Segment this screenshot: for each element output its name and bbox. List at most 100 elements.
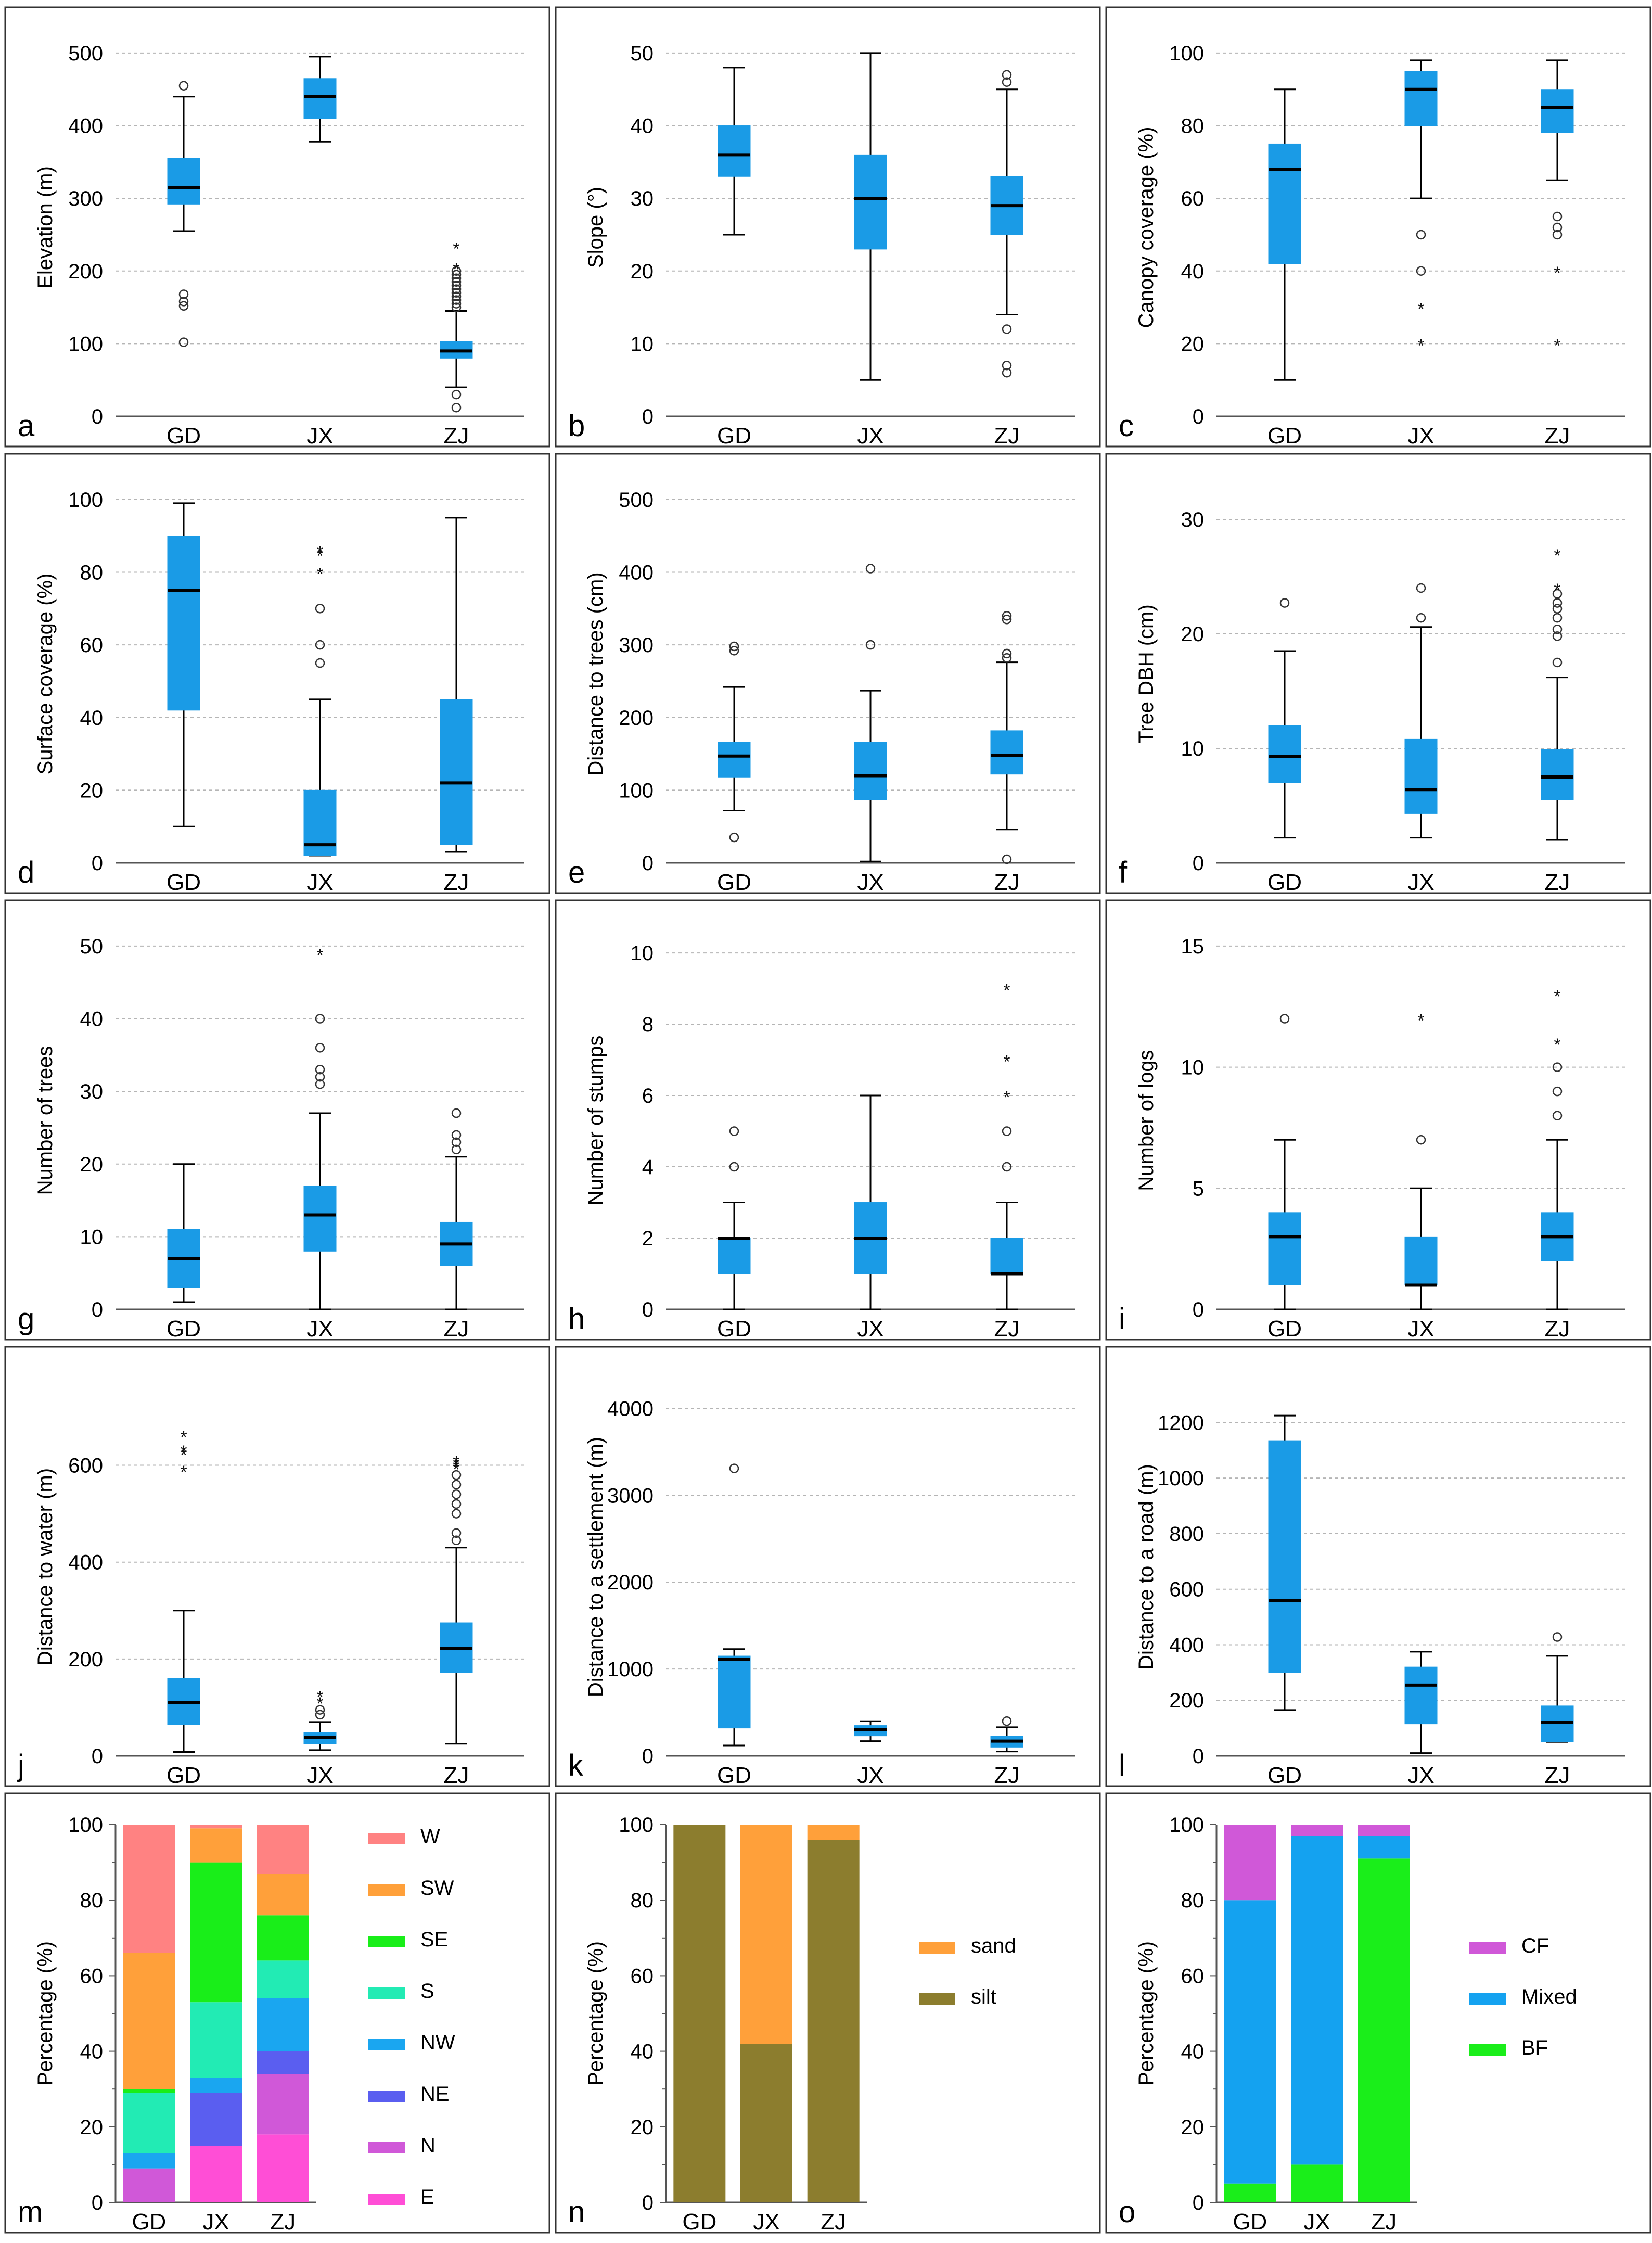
outlier-point — [729, 832, 739, 843]
y-axis-title: Percentage (%) — [584, 1941, 607, 2086]
x-category-label: JX — [202, 2209, 229, 2235]
extreme-point: * — [180, 1445, 187, 1465]
y-tick-label: 400 — [68, 115, 103, 138]
box — [718, 1655, 751, 1729]
panel-m: 0 20 40 60 80 100 Percentage (%) m GD JX ZJ W SW SE S N… — [4, 1792, 550, 2235]
y-tick-label: 0 — [642, 2191, 654, 2214]
box — [167, 158, 200, 205]
x-category-label: ZJ — [1545, 1763, 1570, 1788]
x-category-label: JX — [306, 1316, 333, 1342]
y-tick-label: 0 — [1193, 852, 1204, 875]
x-category-label: JX — [857, 870, 883, 895]
legend-label-sw: SW — [420, 1877, 454, 1900]
y-axis-title: Elevation (m) — [34, 166, 57, 289]
box — [990, 1238, 1023, 1275]
y-tick-label: 40 — [1181, 2041, 1205, 2063]
legend-label-sand: sand — [971, 1934, 1016, 1957]
box — [1268, 1212, 1301, 1285]
x-category-label: JX — [1407, 1316, 1434, 1342]
outlier-point — [451, 1535, 462, 1546]
y-tick-label: 40 — [631, 115, 654, 138]
y-tick-label: 600 — [68, 1455, 103, 1477]
x-category-label: ZJ — [994, 423, 1020, 449]
legend-swatch — [368, 1987, 405, 1999]
outlier-point — [178, 337, 189, 347]
y-tick-label: 1200 — [1158, 1411, 1204, 1434]
x-category-label: JX — [857, 1316, 883, 1342]
panel-frame — [4, 899, 550, 1341]
panel-e: 0 100 200 300 400 500 Distance to trees (cm) e G… — [555, 453, 1101, 895]
bar-segment-w — [257, 1825, 309, 1874]
outlier-point — [1002, 653, 1012, 663]
x-category-label: GD — [717, 1316, 751, 1342]
extreme-point: * — [1554, 336, 1560, 355]
y-tick-label: 200 — [619, 707, 654, 730]
bar-segment-s — [123, 2093, 175, 2153]
panel-frame — [555, 453, 1101, 894]
outlier-point — [178, 289, 189, 299]
bar-segment-cf — [1224, 1825, 1276, 1901]
outlier-point — [1552, 1062, 1563, 1072]
y-tick-label: 20 — [80, 2116, 104, 2139]
panel-o: 0 20 40 60 80 100 Percentage (%) o GD JX ZJ CF Mixed… — [1105, 1792, 1651, 2235]
outlier-point — [451, 402, 462, 413]
bar-segment-se — [190, 1862, 242, 2003]
panel-letter: b — [568, 409, 585, 443]
legend-swatch — [368, 2091, 405, 2102]
legend-label-s: S — [420, 1980, 434, 2003]
y-tick-label: 10 — [1181, 737, 1205, 760]
y-tick-label: 4000 — [607, 1397, 654, 1420]
x-category-label: ZJ — [270, 2209, 296, 2235]
panel-letter: o — [1119, 2195, 1135, 2229]
outlier-point — [178, 297, 189, 307]
y-tick-label: 400 — [1169, 1634, 1204, 1656]
box — [1268, 725, 1301, 783]
y-tick-label: 100 — [68, 333, 103, 355]
box — [1404, 71, 1438, 126]
y-tick-label: 0 — [642, 1298, 654, 1321]
y-axis-title: Slope (°) — [584, 187, 607, 268]
bar-segment-s — [257, 1960, 309, 1998]
extreme-point: * — [1554, 580, 1560, 600]
extreme-point: * — [316, 565, 323, 584]
bar-segment-n — [257, 2074, 309, 2135]
outlier-point — [451, 1108, 462, 1118]
y-tick-label: 2 — [642, 1227, 654, 1250]
y-tick-label: 3000 — [607, 1484, 654, 1507]
y-tick-label: 40 — [80, 707, 104, 730]
y-tick-label: 200 — [68, 260, 103, 283]
y-tick-label: 10 — [631, 333, 654, 355]
y-tick-label: 5 — [1193, 1177, 1204, 1200]
panel-n: 0 20 40 60 80 100 Percentage (%) n GD JX ZJ sand sil… — [555, 1792, 1101, 2235]
panel-frame — [4, 6, 550, 448]
y-axis-title: Number of trees — [34, 1046, 57, 1195]
extreme-point: * — [453, 239, 459, 259]
outlier-point — [451, 1509, 462, 1519]
panel-f: 0 10 20 30 Tree DBH (cm) f GD JX ZJ * * — [1105, 453, 1651, 895]
y-tick-label: 0 — [642, 852, 654, 875]
y-tick-label: 0 — [92, 1745, 103, 1768]
outlier-point — [865, 564, 876, 574]
extreme-point: * — [180, 1462, 187, 1482]
y-axis-title: Percentage (%) — [1135, 1941, 1158, 2086]
extreme-point: * — [453, 1458, 459, 1477]
panel-frame — [1105, 899, 1651, 1341]
outlier-point — [451, 1480, 462, 1490]
outlier-point — [1002, 324, 1012, 334]
y-tick-label: 500 — [68, 42, 103, 65]
panel-l: 0 200 400 600 800 1000 1200 Distance to a road … — [1105, 1346, 1651, 1788]
outlier-point — [451, 273, 462, 283]
outlier-point — [1002, 611, 1012, 621]
panel-frame — [555, 1792, 1101, 2234]
y-tick-label: 100 — [619, 779, 654, 802]
y-tick-label: 40 — [80, 1008, 104, 1031]
y-tick-label: 6 — [642, 1085, 654, 1107]
outlier-point — [451, 295, 462, 305]
y-tick-label: 80 — [80, 1889, 104, 1912]
outlier-point — [451, 270, 462, 279]
y-tick-label: 400 — [619, 562, 654, 584]
x-category-label: GD — [717, 423, 751, 449]
x-category-label: GD — [1267, 423, 1302, 449]
bar-segment-sw — [123, 1953, 175, 2089]
